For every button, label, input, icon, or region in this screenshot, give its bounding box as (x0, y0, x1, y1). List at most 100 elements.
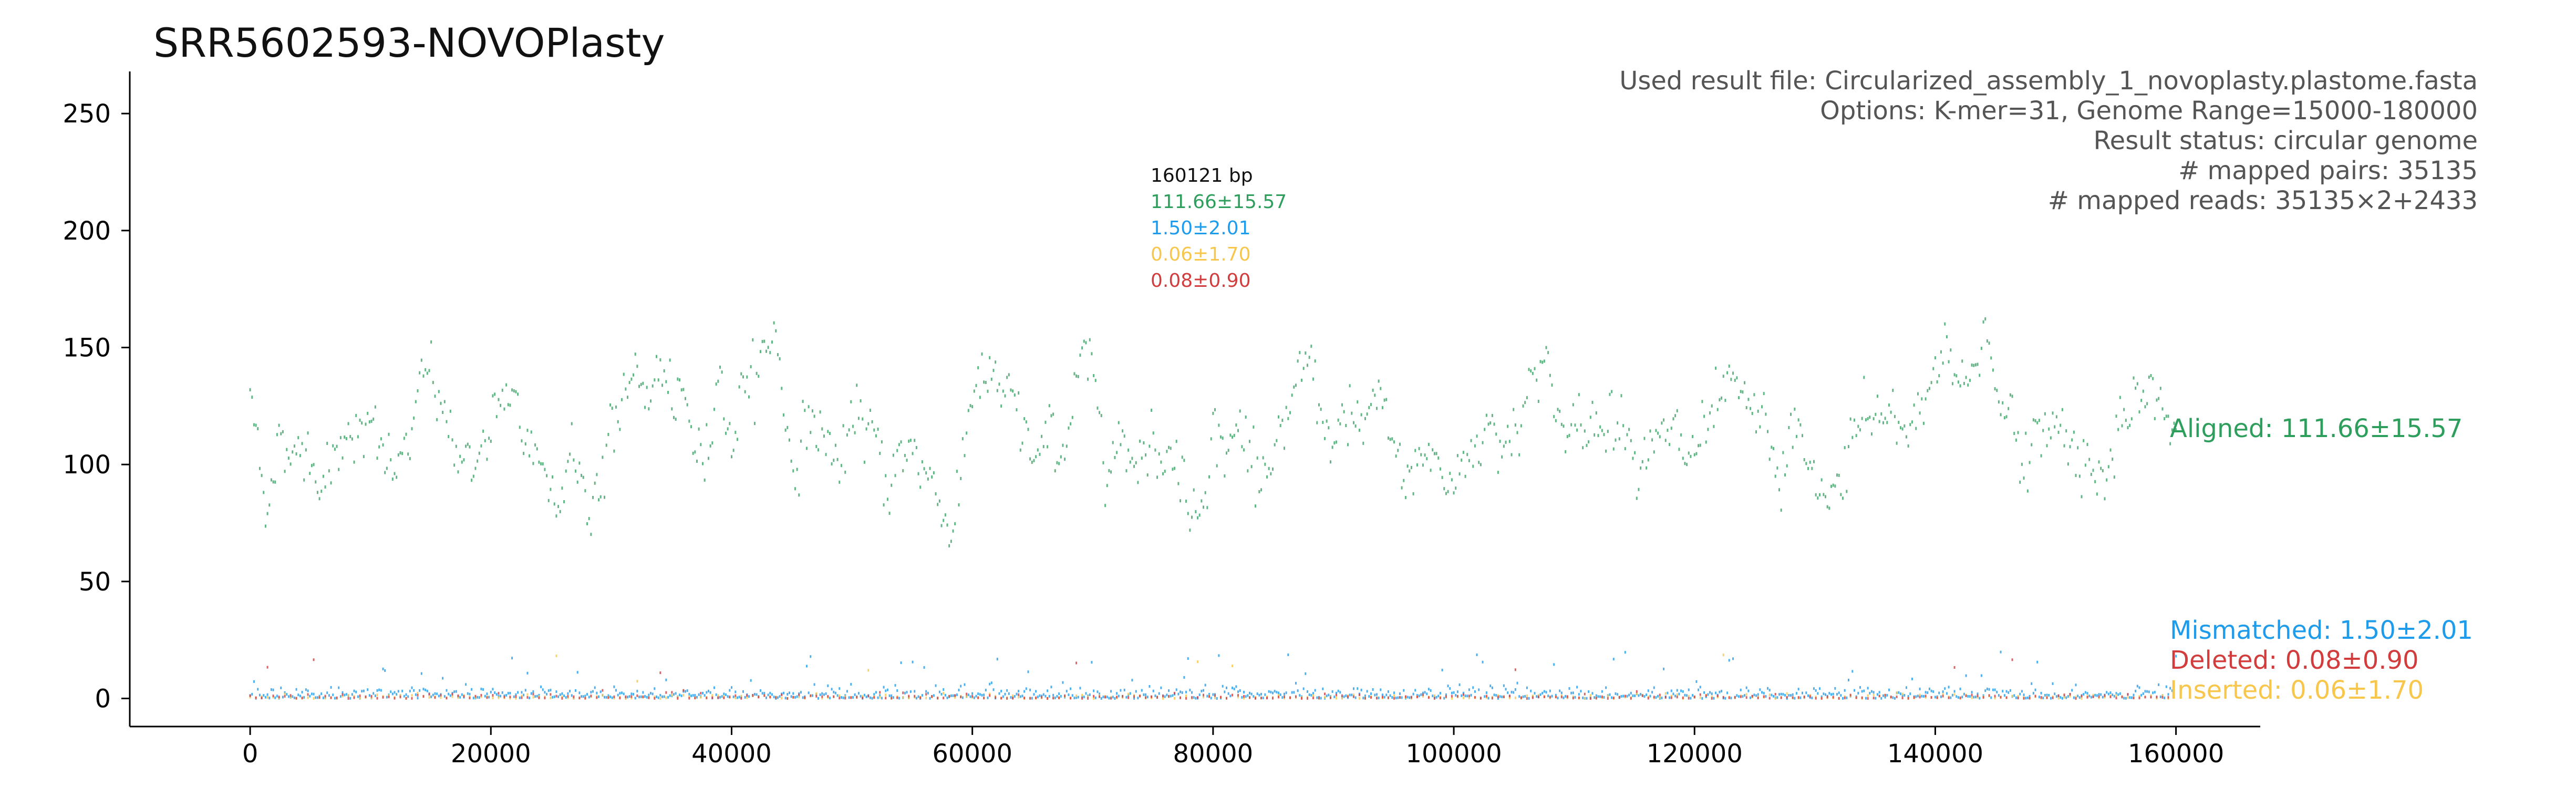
aligned-point (1256, 456, 1258, 460)
aligned-point (636, 365, 638, 368)
inserted-point (2150, 694, 2152, 697)
mismatched-point (1285, 691, 1287, 694)
stats-inserted: 0.06±1.70 (1151, 244, 1250, 265)
aligned-point (1323, 437, 1326, 440)
inserted-point (1971, 696, 1973, 699)
mismatched-point (403, 694, 405, 698)
deleted-point (1052, 697, 1054, 700)
mismatched-point (915, 697, 917, 700)
aligned-point (2044, 412, 2046, 416)
mismatched-point (409, 689, 411, 692)
inserted-point (359, 697, 361, 700)
mismatched-point (2109, 691, 2112, 694)
aligned-point (758, 375, 760, 378)
mismatched-point (286, 693, 288, 696)
mismatched-point (1357, 687, 1359, 690)
mismatched-point (2088, 694, 2091, 698)
inserted-point (1676, 693, 1678, 696)
aligned-point (1940, 350, 1942, 354)
aligned-point (1210, 437, 1212, 441)
aligned-point (582, 475, 584, 479)
mismatched-point (923, 666, 925, 669)
mismatched-point (989, 682, 991, 686)
aligned-point (1566, 435, 1568, 439)
mismatched-point (477, 696, 479, 699)
aligned-point (2119, 396, 2121, 399)
mismatched-point (1491, 686, 1493, 689)
inserted-point (457, 696, 459, 699)
aligned-point (515, 390, 517, 393)
aligned-point (1701, 400, 1703, 403)
deleted-point (2023, 697, 2025, 700)
mismatched-point (581, 695, 583, 698)
deleted-point (1820, 697, 1823, 700)
deleted-point (1364, 697, 1366, 700)
inserted-point (1942, 693, 1944, 696)
mismatched-point (881, 697, 883, 700)
mismatched-point (1208, 693, 1211, 696)
deleted-point (613, 695, 615, 698)
aligned-point (617, 420, 619, 423)
aligned-point (1216, 464, 1218, 468)
deleted-point (1271, 697, 1274, 700)
mismatched-point (1555, 693, 1557, 697)
aligned-point (264, 524, 266, 528)
deleted-point (1122, 694, 1124, 698)
aligned-point (1060, 455, 1062, 459)
aligned-point (459, 454, 461, 458)
inserted-point (1584, 697, 1586, 700)
mismatched-point (1797, 688, 1799, 691)
mismatched-point (1435, 696, 1437, 699)
aligned-point (2077, 446, 2079, 450)
mismatched-point (1842, 697, 1844, 700)
inserted-point (480, 695, 482, 698)
aligned-point (873, 428, 875, 432)
mismatched-point (363, 689, 365, 692)
aligned-point (1780, 509, 1782, 512)
aligned-point (2175, 428, 2177, 432)
aligned-point (700, 443, 702, 447)
aligned-point (1131, 457, 1133, 460)
mismatched-point (1232, 687, 1234, 690)
mismatched-point (1971, 691, 1973, 694)
aligned-point (1628, 428, 1630, 431)
aligned-point (505, 383, 508, 387)
deleted-point (1168, 694, 1170, 698)
mismatched-point (2046, 693, 2048, 697)
aligned-point (1487, 422, 1489, 426)
mismatched-point (339, 695, 342, 698)
mismatched-point (1778, 693, 1781, 696)
aligned-point (1027, 428, 1029, 431)
deleted-point (1815, 697, 1817, 700)
aligned-point (1222, 437, 1224, 440)
mismatched-point (284, 691, 286, 694)
aligned-point (2019, 480, 2021, 484)
mismatched-point (436, 692, 438, 696)
aligned-point (709, 444, 711, 448)
deleted-point (405, 697, 407, 700)
deleted-point (1370, 696, 1372, 699)
aligned-point (357, 435, 359, 439)
aligned-point (1927, 389, 1929, 392)
aligned-point (1865, 418, 1867, 422)
aligned-point (1919, 411, 1921, 415)
aligned-point (2086, 443, 2088, 447)
aligned-point (1751, 412, 1753, 416)
mismatched-point (2008, 691, 2010, 694)
aligned-point (1988, 341, 1990, 345)
mismatched-point (692, 694, 694, 697)
aligned-point (698, 427, 700, 431)
inserted-point (313, 697, 315, 700)
aligned-point (852, 424, 854, 428)
aligned-point (1328, 426, 1330, 430)
mismatched-point (1530, 689, 1532, 692)
aligned-point (1426, 457, 1428, 461)
mismatched-point (707, 689, 709, 692)
mismatched-point (834, 691, 836, 694)
mismatched-point (1439, 692, 1441, 695)
mismatched-point (517, 691, 519, 694)
aligned-point (422, 374, 425, 378)
mismatched-point (1505, 688, 1507, 691)
deleted-point (1826, 696, 1828, 699)
mismatched-point (1031, 697, 1033, 700)
